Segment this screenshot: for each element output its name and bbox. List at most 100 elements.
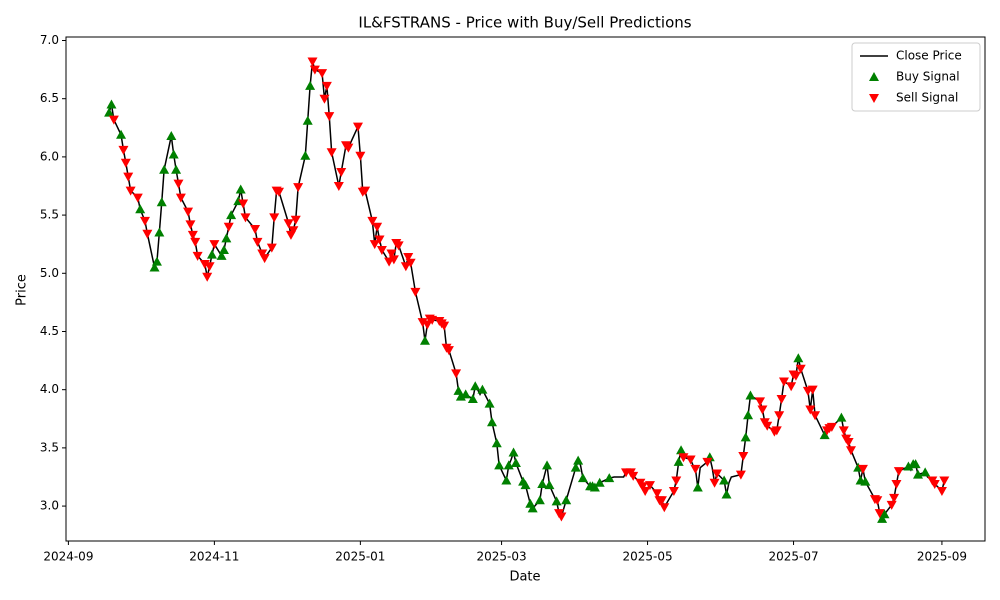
signal-marker [910, 459, 921, 469]
signal-marker [692, 482, 703, 492]
signal-marker [652, 489, 663, 499]
signal-marker [702, 457, 713, 467]
signal-marker [743, 410, 754, 420]
signal-marker [123, 172, 134, 182]
signal-marker [202, 272, 213, 282]
signal-marker [470, 381, 481, 391]
signal-marker [477, 384, 488, 394]
signal-marker [577, 473, 588, 483]
signal-marker [589, 482, 600, 492]
signal-marker [355, 151, 366, 161]
x-tick-label: 2025-05 [622, 550, 672, 564]
signal-marker [556, 512, 567, 522]
signal-marker [223, 222, 234, 232]
signal-marker [508, 447, 519, 457]
signal-marker [826, 422, 837, 432]
signal-marker [159, 164, 170, 174]
signal-marker [321, 81, 332, 91]
signal-marker [455, 391, 466, 401]
signal-marker [369, 240, 380, 250]
signal-marker [872, 496, 883, 506]
x-tick-label: 2025-07 [768, 550, 818, 564]
y-tick-label: 3.0 [40, 499, 59, 513]
signal-marker [843, 438, 854, 448]
signal-marker [805, 405, 816, 415]
signal-marker [427, 315, 438, 325]
signal-marker [484, 398, 495, 408]
signal-marker [644, 481, 655, 491]
signal-marker [168, 149, 179, 159]
x-tick-label: 2024-11 [189, 550, 239, 564]
signal-marker [142, 229, 153, 239]
signal-marker [494, 460, 505, 470]
signal-marker [273, 187, 284, 197]
signal-marker [719, 475, 730, 485]
signal-marker [135, 204, 146, 214]
signal-marker [221, 233, 232, 243]
signal-marker [149, 262, 160, 272]
signal-marker [453, 385, 464, 395]
signal-marker [807, 385, 818, 395]
signal-marker [673, 456, 684, 466]
signal-marker [343, 143, 354, 153]
signal-marker [879, 509, 890, 519]
y-tick-label: 5.0 [40, 266, 59, 280]
legend-label: Sell Signal [896, 91, 958, 105]
signal-marker [929, 479, 940, 489]
signal-marker [460, 389, 471, 399]
signal-marker [874, 509, 885, 519]
signal-marker [166, 130, 177, 140]
signal-marker [250, 225, 261, 235]
signal-marker [637, 482, 648, 492]
signal-marker [640, 486, 651, 496]
signal-marker [889, 493, 900, 503]
signal-marker [317, 69, 328, 79]
signal-marker [132, 193, 143, 203]
signal-marker [240, 213, 251, 223]
signal-marker [266, 243, 277, 253]
signal-marker [857, 464, 868, 474]
signal-marker [376, 246, 387, 256]
signal-marker [793, 353, 804, 363]
signal-marker [108, 115, 119, 125]
signal-marker [778, 377, 789, 387]
signal-marker [118, 145, 129, 155]
signal-marker [293, 183, 304, 193]
signal-marker [845, 446, 856, 456]
signal-marker [451, 369, 462, 379]
chart-title: IL&FSTRANS - Price with Buy/Sell Predict… [358, 14, 691, 32]
signal-marker [288, 226, 299, 236]
signal-marker [537, 478, 548, 488]
signal-marker [403, 252, 414, 262]
signal-marker [486, 417, 497, 427]
signal-marker [786, 382, 797, 392]
signal-marker [252, 237, 263, 247]
signal-marker [836, 412, 847, 422]
signal-marker [388, 255, 399, 265]
signal-marker [738, 452, 749, 462]
signal-marker [771, 426, 782, 436]
signal-marker [360, 186, 371, 196]
signal-marker [269, 213, 280, 223]
signal-marker [810, 411, 821, 421]
signal-marker [762, 421, 773, 431]
signal-marker [209, 240, 220, 250]
y-tick-label: 4.5 [40, 324, 59, 338]
signal-marker [417, 318, 428, 328]
signal-marker [903, 461, 914, 471]
x-tick-label: 2025-03 [476, 550, 526, 564]
signal-marker [218, 245, 229, 255]
signal-marker [185, 220, 196, 230]
signal-marker [711, 469, 722, 479]
signal-marker [324, 112, 335, 122]
signal-marker [594, 477, 605, 487]
signal-marker [400, 262, 411, 272]
signal-marker [570, 462, 581, 472]
signal-marker [551, 496, 562, 506]
signal-marker [372, 222, 383, 232]
signal-marker [891, 479, 902, 489]
plot-frame [65, 36, 986, 542]
signal-marker [104, 107, 115, 117]
signal-marker [405, 258, 416, 268]
signal-marker [520, 480, 531, 490]
